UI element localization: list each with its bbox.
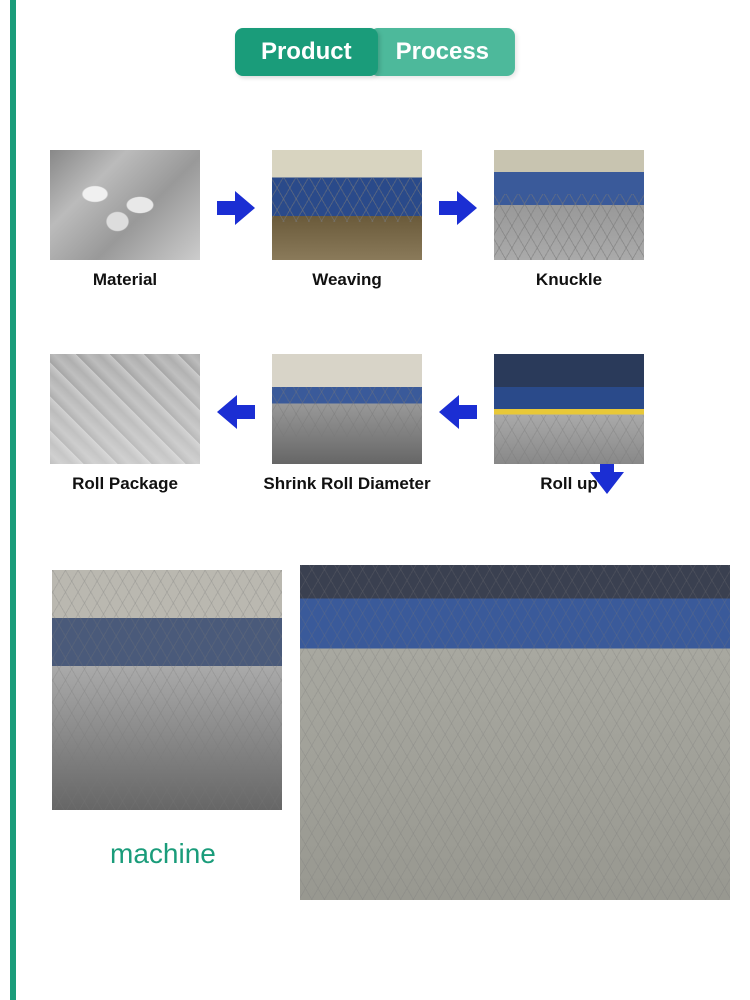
step-material: Material bbox=[40, 150, 210, 290]
step-label: Material bbox=[93, 270, 157, 290]
arrow-right-icon bbox=[216, 188, 256, 228]
step-label: Shrink Roll Diameter bbox=[263, 474, 430, 494]
machine-image-left bbox=[52, 570, 282, 810]
step-roll-package: Roll Package bbox=[40, 354, 210, 494]
roll-up-image bbox=[494, 354, 644, 464]
flow-row-1: Material Weaving Knuckle bbox=[40, 150, 730, 290]
step-knuckle: Knuckle bbox=[484, 150, 654, 290]
header-tabs: Product Process bbox=[235, 28, 515, 76]
weaving-image bbox=[272, 150, 422, 260]
tab-product: Product bbox=[235, 28, 378, 76]
left-sidebar-accent bbox=[10, 0, 16, 1000]
arrow-right-icon bbox=[438, 188, 478, 228]
step-label: Roll Package bbox=[72, 474, 178, 494]
machine-image-right bbox=[300, 565, 730, 900]
knuckle-image bbox=[494, 150, 644, 260]
step-label: Weaving bbox=[312, 270, 382, 290]
arrow-left-icon bbox=[438, 392, 478, 432]
shrink-roll-image bbox=[272, 354, 422, 464]
step-weaving: Weaving bbox=[262, 150, 432, 290]
process-flow-diagram: Material Weaving Knuckle bbox=[40, 150, 730, 514]
arrow-left-icon bbox=[216, 392, 256, 432]
roll-package-image bbox=[50, 354, 200, 464]
material-image bbox=[50, 150, 200, 260]
machine-label: machine bbox=[110, 838, 216, 870]
step-label: Knuckle bbox=[536, 270, 602, 290]
tab-process: Process bbox=[370, 28, 515, 76]
step-shrink-roll: Shrink Roll Diameter bbox=[262, 354, 432, 494]
